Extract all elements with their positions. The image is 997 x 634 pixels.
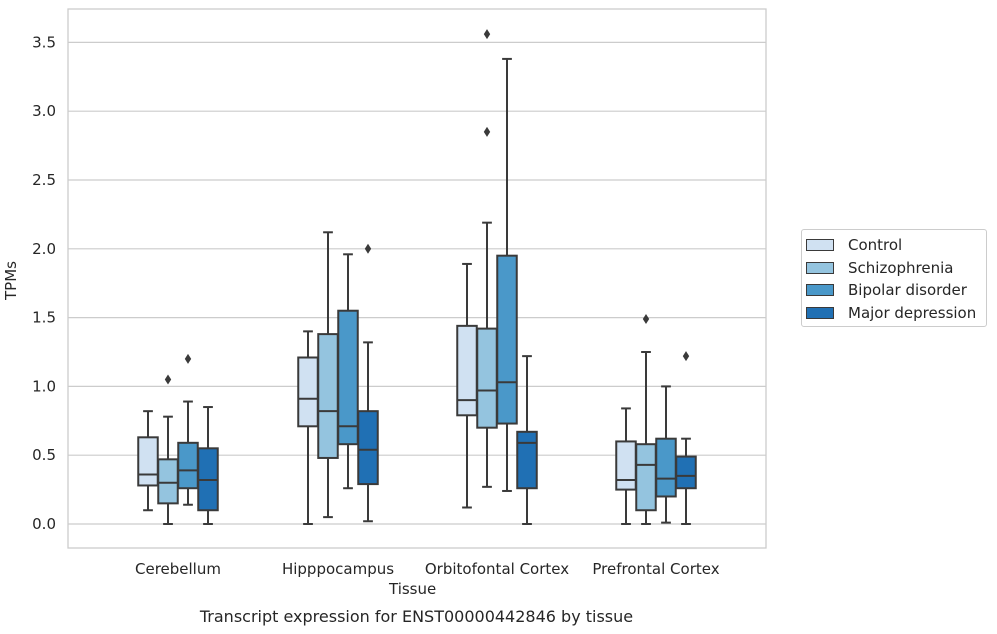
- y-tick-label: 0.5: [32, 446, 56, 464]
- x-tick-label: Orbitofontal Cortex: [425, 560, 569, 578]
- box-body: [337, 309, 359, 446]
- box-hipppocampus-major-depression: [357, 243, 379, 523]
- box-prefrontal-cortex-bipolar-disorder: [655, 385, 677, 524]
- legend-item-schizophrenia: Schizophrenia: [806, 259, 954, 277]
- y-tick-label: 1.5: [32, 309, 56, 327]
- x-tick-label: Cerebellum: [135, 560, 221, 578]
- box-body: [137, 436, 159, 487]
- box-body: [675, 455, 697, 490]
- legend-swatch-schizophrenia: [806, 262, 834, 274]
- legend-swatch-major-depression: [806, 307, 834, 319]
- y-tick-label: 3.5: [32, 33, 56, 51]
- box-body: [635, 443, 657, 512]
- box-hipppocampus-schizophrenia: [317, 231, 339, 519]
- box-body: [476, 327, 498, 429]
- y-tick-label: 2.0: [32, 240, 56, 258]
- legend-label-control: Control: [848, 236, 903, 254]
- box-body: [456, 324, 478, 417]
- outlier-point: [483, 126, 491, 137]
- box-orbitofontal-cortex-major-depression: [516, 355, 538, 525]
- outlier-point: [483, 29, 491, 40]
- y-tick-label: 1.0: [32, 377, 56, 395]
- legend-swatch-bipolar-disorder: [806, 284, 834, 296]
- y-tick-label: 0.0: [32, 515, 56, 533]
- x-tick-labels: Cerebellum Hipppocampus Orbitofontal Corte…: [135, 560, 720, 578]
- legend-item-control: Control: [806, 236, 903, 254]
- box-orbitofontal-cortex-control: [456, 262, 478, 509]
- plot-frame: [67, 8, 767, 549]
- y-axis-label: TPMs: [2, 261, 20, 300]
- box-body: [177, 441, 199, 490]
- box-body: [496, 254, 518, 425]
- box-cerebellum-major-depression: [197, 406, 219, 525]
- box-body: [615, 440, 637, 491]
- y-tick-labels: 0.0 0.5 1.0 1.5 2.0 2.5 3.0 3.5: [32, 33, 56, 533]
- legend-swatch-control: [806, 239, 834, 251]
- box-body: [655, 437, 677, 498]
- box-body: [157, 458, 179, 505]
- outlier-point: [682, 351, 690, 362]
- box-cerebellum-schizophrenia: [157, 374, 179, 525]
- legend-label-bipolar-disorder: Bipolar disorder: [848, 281, 967, 299]
- box-orbitofontal-cortex-schizophrenia: [476, 29, 498, 488]
- box-body: [317, 333, 339, 459]
- outlier-point: [164, 374, 172, 385]
- outlier-point: [642, 313, 650, 324]
- box-prefrontal-cortex-schizophrenia: [635, 313, 657, 525]
- box-cerebellum-bipolar-disorder: [177, 353, 199, 506]
- legend-item-major-depression: Major depression: [806, 304, 977, 322]
- box-orbitofontal-cortex-bipolar-disorder: [496, 57, 518, 492]
- box-hipppocampus-bipolar-disorder: [337, 253, 359, 490]
- chart-caption: Transcript expression for ENST0000044284…: [199, 607, 634, 626]
- box-prefrontal-cortex-major-depression: [675, 351, 697, 525]
- y-tick-label: 2.5: [32, 171, 56, 189]
- boxes: [137, 29, 697, 525]
- box-hipppocampus-control: [297, 330, 319, 525]
- box-body: [357, 410, 379, 486]
- x-tick-label: Prefrontal Cortex: [592, 560, 719, 578]
- box-cerebellum-control: [137, 410, 159, 512]
- legend-label-major-depression: Major depression: [848, 304, 977, 322]
- x-axis-label: Tissue: [389, 580, 437, 598]
- outlier-point: [364, 243, 372, 254]
- box-prefrontal-cortex-control: [615, 407, 637, 525]
- box-body: [516, 430, 538, 490]
- box-body: [297, 356, 319, 428]
- y-tick-label: 3.0: [32, 102, 56, 120]
- legend-label-schizophrenia: Schizophrenia: [848, 259, 954, 277]
- outlier-point: [184, 353, 192, 364]
- legend-item-bipolar-disorder: Bipolar disorder: [806, 281, 967, 299]
- x-tick-label: Hipppocampus: [282, 560, 394, 578]
